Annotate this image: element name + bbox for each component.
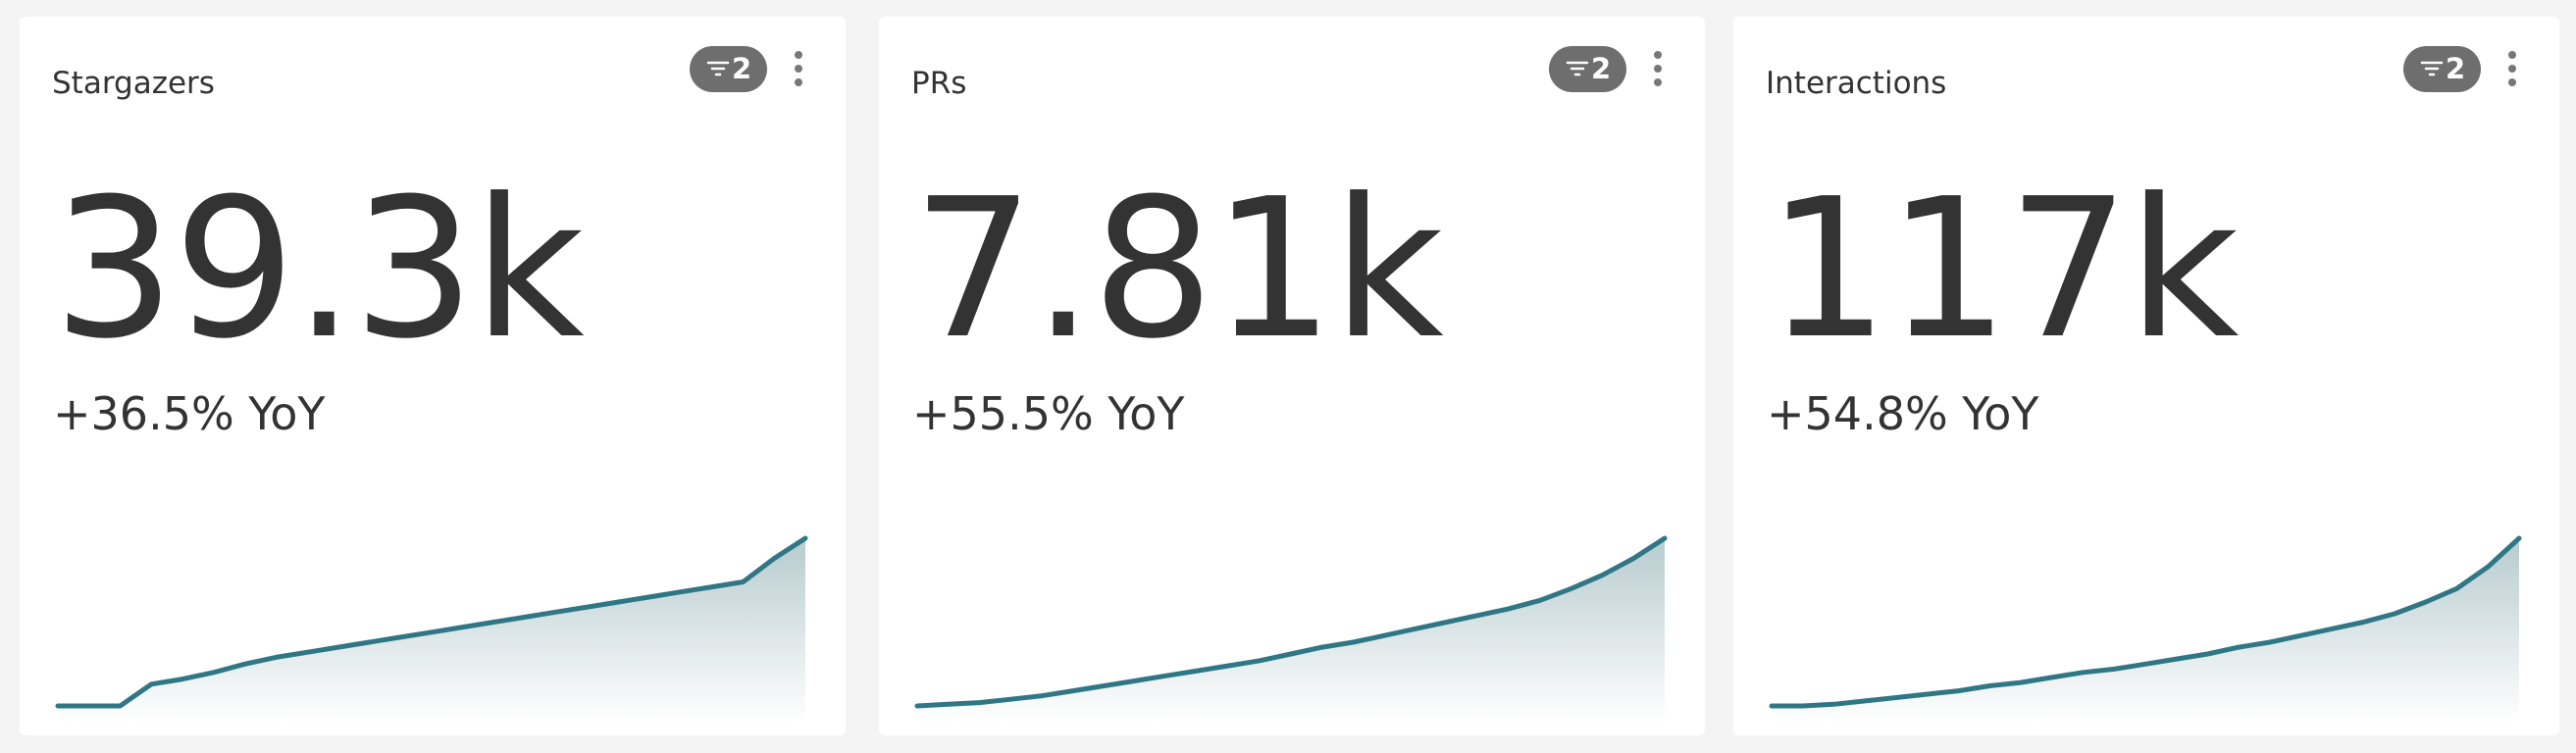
sparkline-area [917, 538, 1665, 723]
menu-button[interactable] [1651, 51, 1665, 94]
metric-value: 39.3k [53, 158, 585, 381]
sparkline-line [914, 535, 1668, 709]
sparkline-area [58, 538, 805, 723]
kebab-icon [1654, 51, 1662, 86]
sparkline-line [1769, 535, 2522, 709]
filter-icon [706, 61, 730, 76]
metric-change: +36.5% YoY [53, 387, 326, 440]
filter-count: 2 [732, 52, 752, 85]
card-title: Interactions [1766, 66, 1947, 101]
filter-icon [2420, 61, 2444, 76]
metric-change: +54.8% YoY [1767, 387, 2039, 440]
metric-value: 117k [1767, 158, 2240, 381]
filter-badge[interactable]: 2 [690, 46, 767, 92]
metric-value: 7.81k [912, 158, 1444, 381]
sparkline [55, 535, 808, 723]
kebab-icon [2508, 51, 2516, 86]
filter-badge[interactable]: 2 [1549, 46, 1626, 92]
menu-button[interactable] [2505, 51, 2519, 94]
filter-badge[interactable]: 2 [2403, 46, 2481, 92]
menu-button[interactable] [792, 51, 805, 94]
card: PRs 2 7.81k +55.5% YoY [879, 17, 1705, 735]
sparkline-line [55, 535, 808, 709]
card-title: PRs [911, 66, 967, 101]
sparkline [914, 535, 1668, 723]
filter-count: 2 [1591, 52, 1612, 85]
filter-count: 2 [2446, 52, 2466, 85]
kebab-icon [795, 51, 802, 86]
filter-icon [1566, 61, 1589, 76]
card: Interactions 2 117k +54.8% YoY [1733, 17, 2559, 735]
sparkline [1769, 535, 2522, 723]
sparkline-area [1772, 538, 2519, 723]
card-title: Stargazers [52, 66, 215, 101]
metric-change: +55.5% YoY [912, 387, 1185, 440]
card: Stargazers 2 39.3k +36.5% YoY [20, 17, 846, 735]
